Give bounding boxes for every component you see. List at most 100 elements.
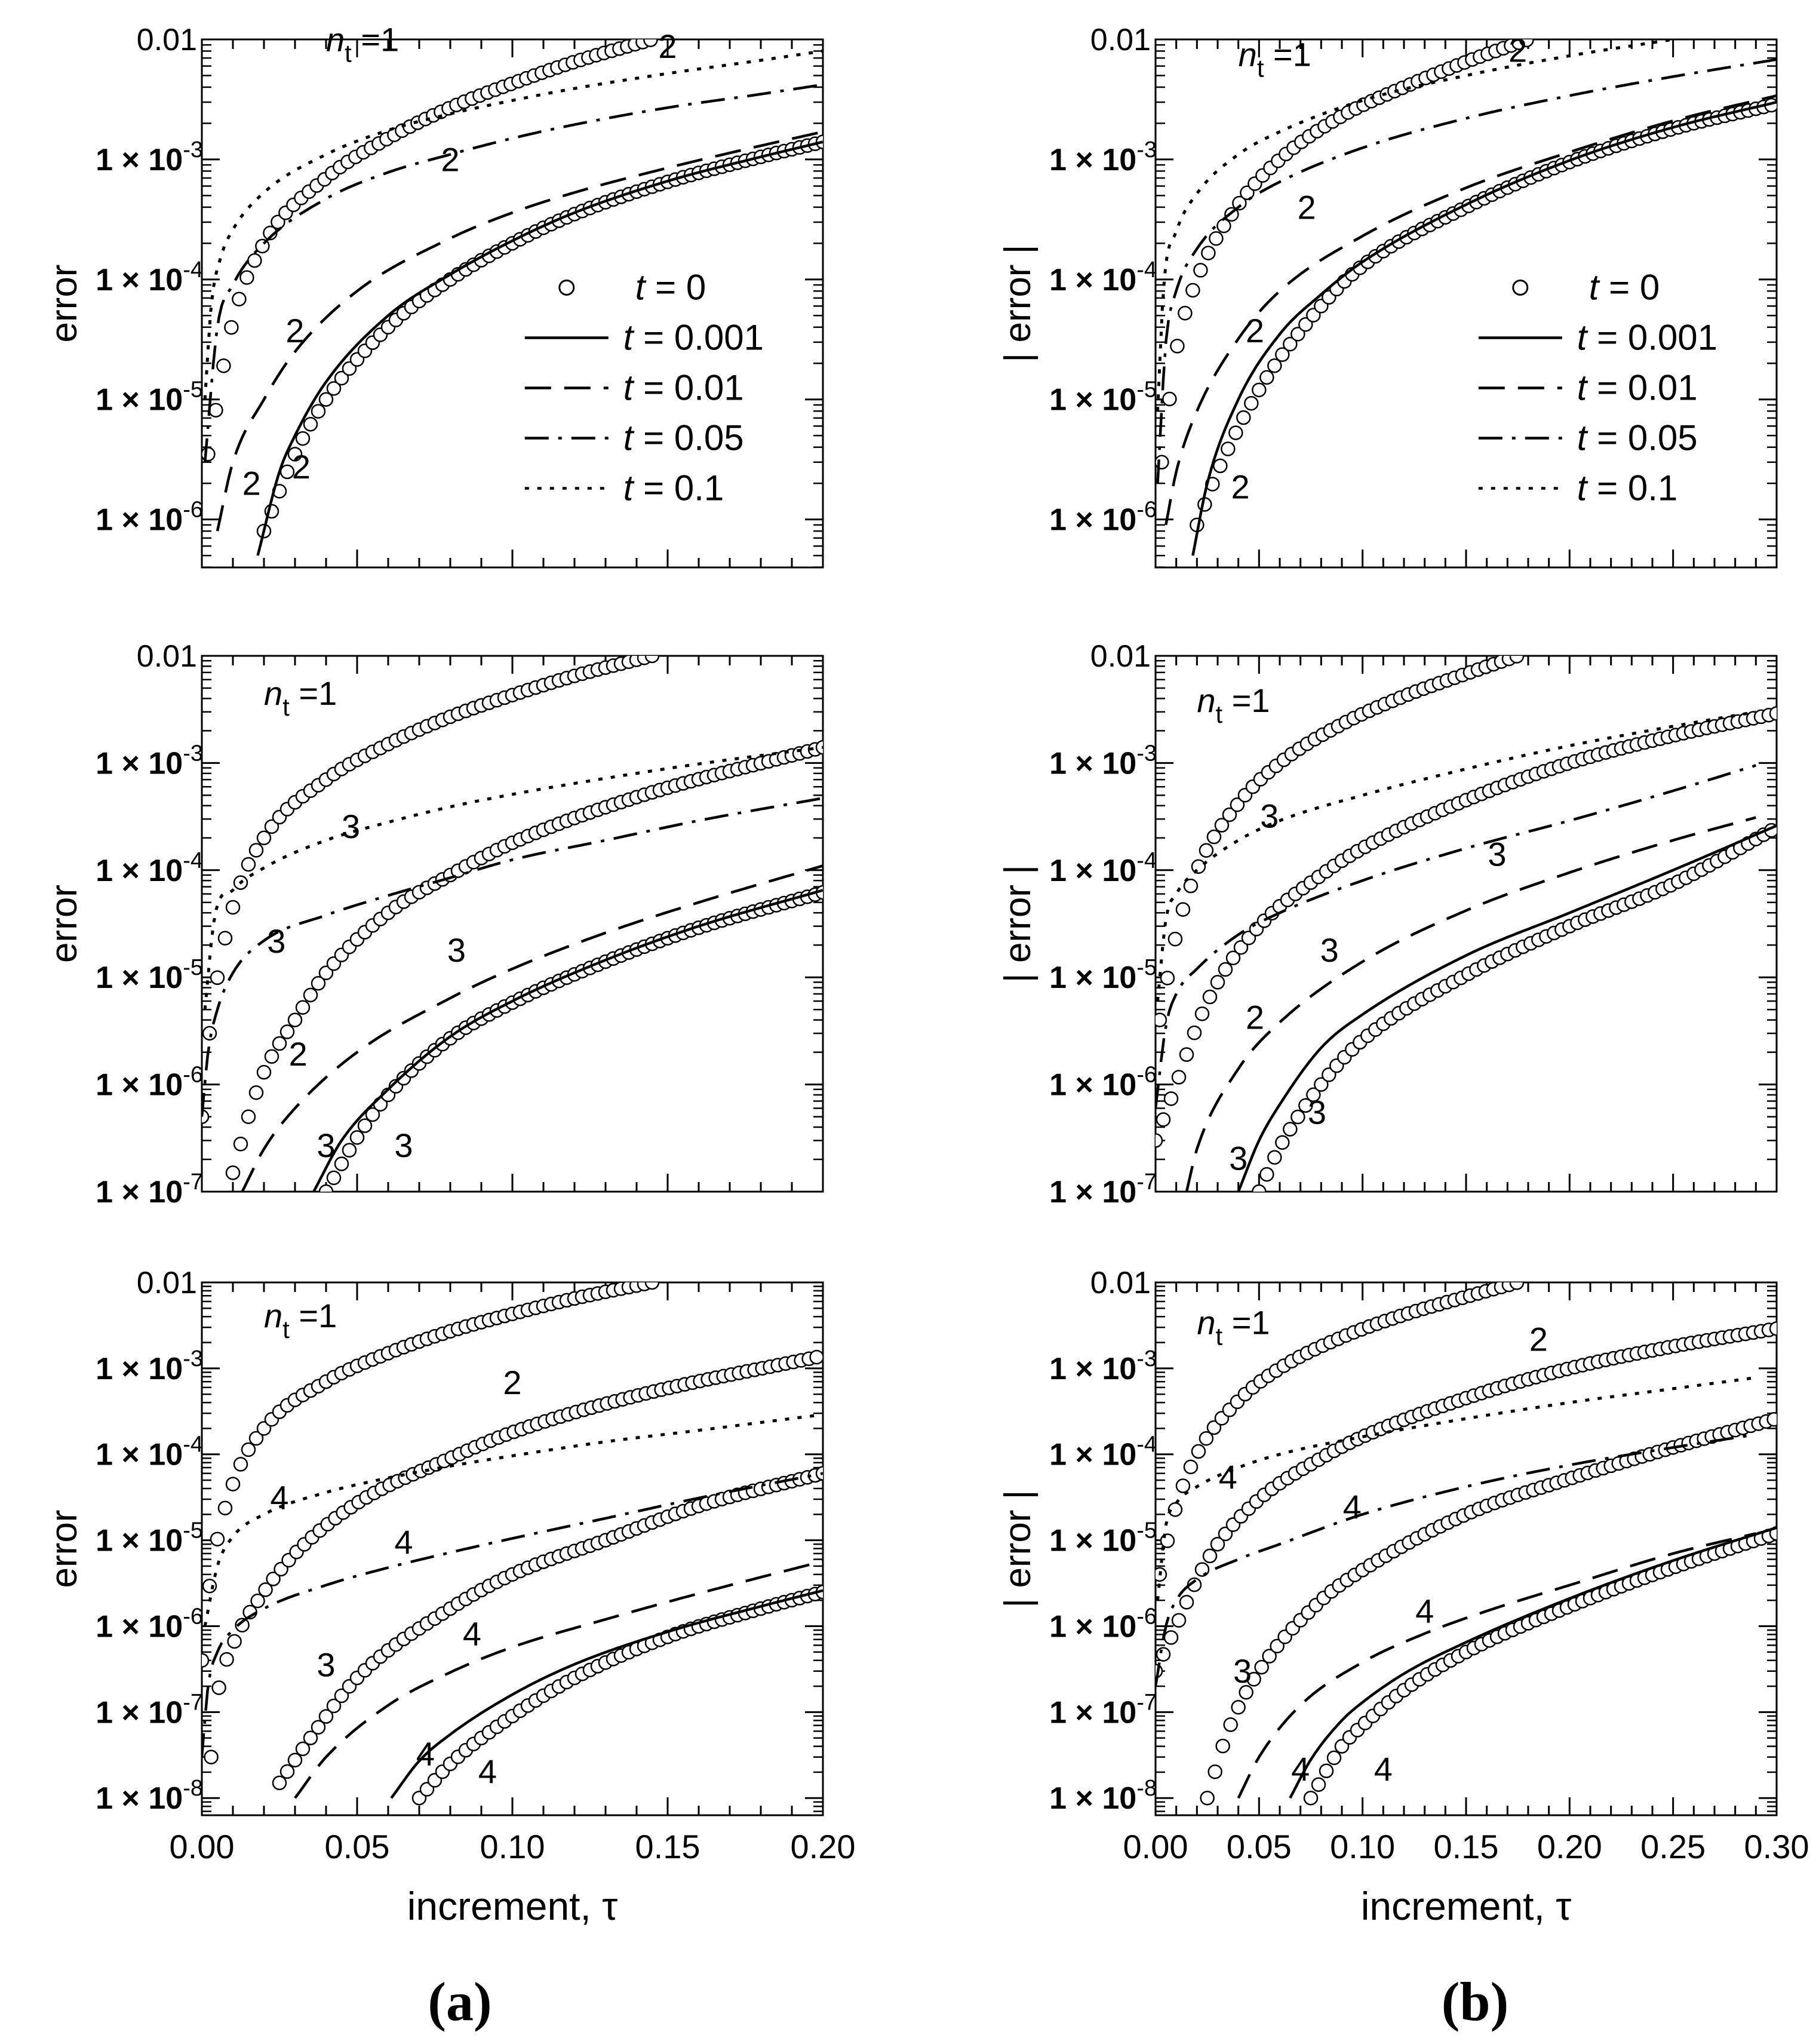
data-point <box>1218 962 1233 977</box>
curve-label: 3 <box>317 1127 335 1164</box>
x-tick-label: 0.15 <box>635 1828 700 1865</box>
data-point <box>241 1442 256 1457</box>
data-point <box>1214 818 1230 833</box>
y-tick-label: 1 × 10-4 <box>96 257 203 297</box>
y-tick-label: 1 × 10-6 <box>1049 1604 1157 1644</box>
nt-annotation: nt =1 <box>1197 1304 1270 1351</box>
data-point <box>1244 395 1259 411</box>
curve-label: 3 <box>1233 1652 1252 1690</box>
data-point <box>272 1036 287 1051</box>
data-point <box>216 358 231 373</box>
data-point <box>1230 797 1245 812</box>
nt-annotation: nt =1 <box>1239 36 1311 82</box>
data-point <box>318 392 334 407</box>
data-point <box>1311 1777 1326 1793</box>
data-point <box>1202 989 1218 1005</box>
data-point <box>1240 185 1255 201</box>
data-point <box>225 900 241 915</box>
data-point <box>326 381 342 396</box>
legend-marker <box>558 279 575 296</box>
curve-label: 3 <box>1320 931 1339 969</box>
data-point <box>256 1064 272 1080</box>
data-point <box>1156 1133 1163 1148</box>
x-tick-label: 0.05 <box>1227 1828 1292 1865</box>
data-point <box>239 270 254 285</box>
data-point <box>809 1349 823 1365</box>
data-point <box>1160 971 1175 986</box>
data-point <box>1210 1536 1225 1552</box>
data-point <box>1175 902 1191 917</box>
data-point <box>1209 231 1224 246</box>
curve-label: 3 <box>1260 797 1279 834</box>
data-point <box>1156 1647 1171 1662</box>
data-point <box>1201 245 1216 260</box>
legend-marker <box>1512 279 1529 296</box>
y-tick-label: 1 × 10-4 <box>1049 848 1157 888</box>
curve-label: 3 <box>267 922 285 960</box>
data-point <box>1216 218 1231 234</box>
data-point <box>295 431 311 446</box>
data-point <box>303 1730 318 1745</box>
data-point <box>334 1688 349 1704</box>
data-point <box>295 1741 311 1757</box>
y-axis-label: error <box>44 885 85 963</box>
data-point <box>1326 1750 1342 1766</box>
curve-label: 2 <box>1231 468 1250 505</box>
data-point <box>1290 327 1305 342</box>
legend: t = 0 t = 0.001 t = 0.01 t = 0.05 t = 0.1 <box>1478 267 1717 508</box>
data-point <box>1303 1790 1319 1806</box>
data-point <box>235 1618 250 1632</box>
series-line <box>1191 100 1777 556</box>
x-tick-label: 0.15 <box>1434 1828 1499 1865</box>
data-point <box>219 1652 234 1667</box>
data-point <box>326 1698 342 1714</box>
y-tick-label: 1 × 10-7 <box>1049 1170 1157 1210</box>
y-tick-label: 1 × 10-5 <box>96 378 203 418</box>
data-point <box>1178 306 1193 321</box>
legend-label: t = 0.1 <box>1577 468 1677 508</box>
data-point <box>1206 1420 1222 1435</box>
data-point <box>225 1165 241 1180</box>
data-point <box>1210 975 1225 990</box>
curve-label: 4 <box>1343 1488 1362 1526</box>
data-point <box>266 1572 281 1586</box>
data-point <box>1221 441 1236 456</box>
chart-a2: 0.01 1 × 10-3 1 × 10-4 1 × 10-5 1 × 10-6 1 × … <box>44 639 824 1210</box>
series-line <box>216 130 823 532</box>
curve-label: 3 <box>1229 1139 1248 1177</box>
data-point <box>311 404 326 419</box>
data-point <box>815 1466 823 1481</box>
data-point <box>1163 1630 1179 1645</box>
legend-label: t = 0.01 <box>623 367 744 407</box>
legend-label: t = 0.1 <box>623 468 724 508</box>
data-point <box>287 1753 303 1768</box>
legend-label: t = 0.001 <box>623 317 764 357</box>
series-line <box>312 889 823 1192</box>
curve-label: 2 <box>1246 999 1264 1036</box>
data-point <box>318 1184 334 1192</box>
series-line <box>1185 816 1756 1192</box>
data-point <box>1246 1672 1261 1687</box>
data-point <box>1183 1459 1199 1475</box>
y-tick-label: 1 × 10-8 <box>96 1776 203 1816</box>
curve-label: 2 <box>289 1035 308 1073</box>
data-point <box>1193 263 1208 278</box>
data-point <box>1187 1025 1202 1041</box>
y-tick-label: 1 × 10-4 <box>1049 257 1157 297</box>
y-tick-label: 1 × 10-7 <box>1049 1690 1157 1730</box>
data-point <box>1228 425 1243 440</box>
curve-label: 3 <box>317 1646 335 1684</box>
y-tick-label: 1 × 10-4 <box>1049 1432 1157 1472</box>
data-point <box>1179 1047 1194 1062</box>
y-axis-label: | error | <box>997 1490 1038 1608</box>
panel-label-b: (b) <box>1442 1971 1508 2032</box>
data-point <box>225 1477 241 1491</box>
chart-b1: 0.01 1 × 10-3 1 × 10-4 1 × 10-5 1 × 10-6 | er… <box>997 23 1778 569</box>
chart-b2: 0.01 1 × 10-3 1 × 10-4 1 × 10-5 1 × 10-6 1 × … <box>997 639 1778 1210</box>
data-point <box>1171 1613 1187 1628</box>
series-line <box>1156 39 1674 412</box>
y-tick-label: 1 × 10-5 <box>1049 955 1157 995</box>
data-point <box>1233 940 1249 955</box>
y-axis-label: error <box>44 265 85 343</box>
